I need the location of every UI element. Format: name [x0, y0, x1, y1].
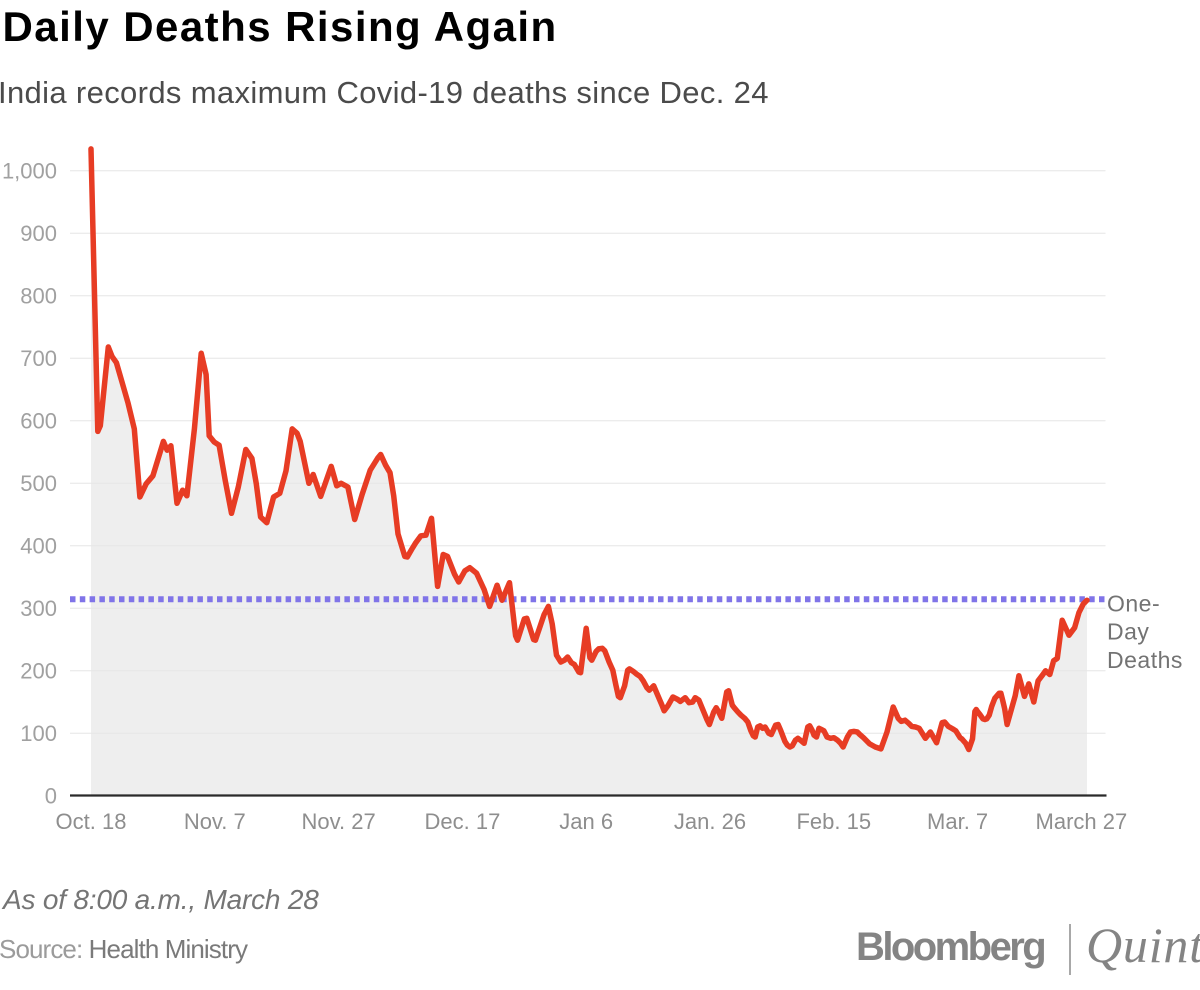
- svg-text:Mar. 7: Mar. 7: [927, 809, 988, 834]
- svg-text:200: 200: [20, 659, 57, 684]
- svg-text:Dec. 17: Dec. 17: [424, 809, 500, 834]
- svg-text:400: 400: [20, 534, 57, 559]
- svg-text:Day: Day: [1107, 619, 1149, 645]
- svg-text:Nov. 7: Nov. 7: [184, 809, 246, 834]
- svg-text:Oct. 18: Oct. 18: [56, 809, 127, 834]
- svg-text:One-: One-: [1107, 591, 1160, 617]
- svg-text:900: 900: [20, 221, 57, 246]
- svg-text:600: 600: [20, 409, 57, 434]
- svg-text:Nov. 27: Nov. 27: [302, 809, 376, 834]
- svg-text:800: 800: [20, 284, 57, 309]
- svg-text:Jan. 26: Jan. 26: [674, 809, 746, 834]
- svg-text:Jan 6: Jan 6: [559, 809, 613, 834]
- svg-text:Deaths: Deaths: [1107, 647, 1183, 673]
- svg-text:300: 300: [20, 596, 57, 621]
- svg-text:500: 500: [20, 471, 57, 496]
- svg-text:700: 700: [20, 346, 57, 371]
- svg-text:Feb. 15: Feb. 15: [796, 809, 871, 834]
- svg-text:1,000: 1,000: [2, 159, 57, 184]
- svg-text:100: 100: [20, 721, 57, 746]
- svg-text:0: 0: [45, 784, 57, 809]
- svg-text:March 27: March 27: [1036, 809, 1128, 834]
